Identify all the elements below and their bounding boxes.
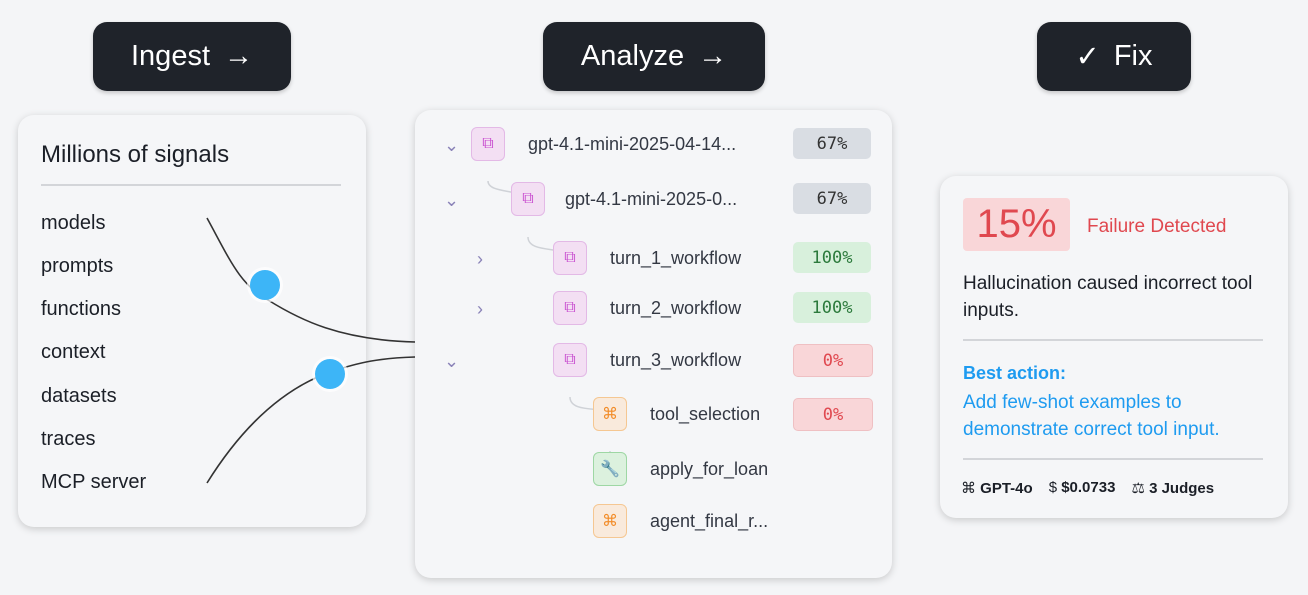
score-badge: 100% [793,292,871,323]
workflow-icon: ⧉ [471,127,505,161]
step-label: Fix [1113,40,1153,72]
tree-row[interactable]: ⌄ ⧉ gpt-4.1-mini-2025-0... 67% [415,180,892,220]
node-label: turn_2_workflow [610,298,742,318]
ingest-step: Ingest → [93,22,291,91]
failure-description: Hallucination caused incorrect tool inpu… [963,273,1253,321]
node-label: gpt-4.1-mini-2025-04-14... [528,134,737,154]
tree-row[interactable]: ⌘ tool_selection 0% [415,395,892,435]
signal-item: context [41,341,106,363]
arrow-right-icon: → [698,40,728,72]
workflow-icon: ⧉ [553,291,587,325]
score-badge: 0% [793,398,873,431]
arrow-right-icon: → [224,40,253,72]
failure-status: Failure Detected [1087,216,1227,237]
judges: 3 Judges [1149,480,1215,497]
tree-row[interactable]: ⌄ ⧉ turn_3_workflow 0% [415,341,892,381]
model-name: GPT-4o [980,480,1033,497]
gavel-icon: ⚖ [1131,480,1145,497]
divider [963,339,1263,341]
fix-card: 15% Failure Detected Hallucination cause… [940,176,1288,518]
chevron-right-icon[interactable]: › [477,249,483,269]
signal-item: models [41,212,106,234]
chevron-down-icon[interactable]: ⌄ [444,190,460,210]
check-icon: ✓ [1075,41,1100,73]
divider [963,458,1263,460]
tree-row[interactable]: › ⧉ turn_2_workflow 100% [415,289,892,329]
signal-item: datasets [41,385,117,407]
workflow-icon: ⧉ [511,182,545,216]
action-title: Best action: [963,363,1067,383]
score-badge: 100% [793,242,871,273]
step-label: Analyze [580,40,685,72]
signal-item: MCP server [41,471,147,493]
tree-row[interactable]: ⌄ ⧉ gpt-4.1-mini-2025-04-14... 67% [415,125,892,165]
score-badge: 67% [793,183,871,214]
score-badge: 0% [793,344,873,377]
chevron-down-icon[interactable]: ⌄ [444,351,460,371]
workflow-icon: ⧉ [553,343,587,377]
node-label: turn_3_workflow [610,350,742,370]
fix-meta: ⌘ GPT-4o $ $0.0733 ⚖ 3 Judges [961,479,1214,497]
tree-row[interactable]: ⌘ agent_final_r... [415,502,892,542]
node-label: tool_selection [650,404,761,424]
chevron-right-icon[interactable]: › [477,299,483,319]
signal-item: traces [41,428,96,450]
analyze-step: Analyze → [543,22,765,91]
signal-dot [315,359,345,389]
model-icon: ⌘ [961,480,976,497]
signals-title: Millions of signals [41,141,230,168]
cost: $0.0733 [1061,479,1116,496]
divider [41,184,341,186]
failure-score: 15% [963,198,1070,251]
workflow-icon: ⧉ [553,241,587,275]
node-label: agent_final_r... [650,511,769,531]
node-label: turn_1_workflow [610,248,742,268]
trace-tree-card: ⌄ ⧉ gpt-4.1-mini-2025-04-14... 67% ⌄ ⧉ gpt-4.1… [415,110,892,578]
tree-row[interactable]: › ⧉ turn_1_workflow 100% [415,239,892,279]
step-label: Ingest [131,40,210,72]
wrench-icon: 🔧 [593,452,627,486]
node-label: apply_for_loan [650,459,769,479]
signal-dot [250,270,280,300]
chevron-down-icon[interactable]: ⌄ [444,135,460,155]
llm-node-icon: ⌘ [593,397,627,431]
tree-row[interactable]: 🔧 apply_for_loan [415,450,892,490]
score-badge: 67% [793,128,871,159]
llm-node-icon: ⌘ [593,504,627,538]
action-text: Add few-shot examples to demonstrate cor… [963,392,1220,440]
fix-step: ✓ Fix [1037,22,1191,91]
signal-item: functions [41,298,122,320]
signal-item: prompts [41,255,114,277]
dollar-icon: $ [1048,479,1058,496]
node-label: gpt-4.1-mini-2025-0... [565,189,738,209]
